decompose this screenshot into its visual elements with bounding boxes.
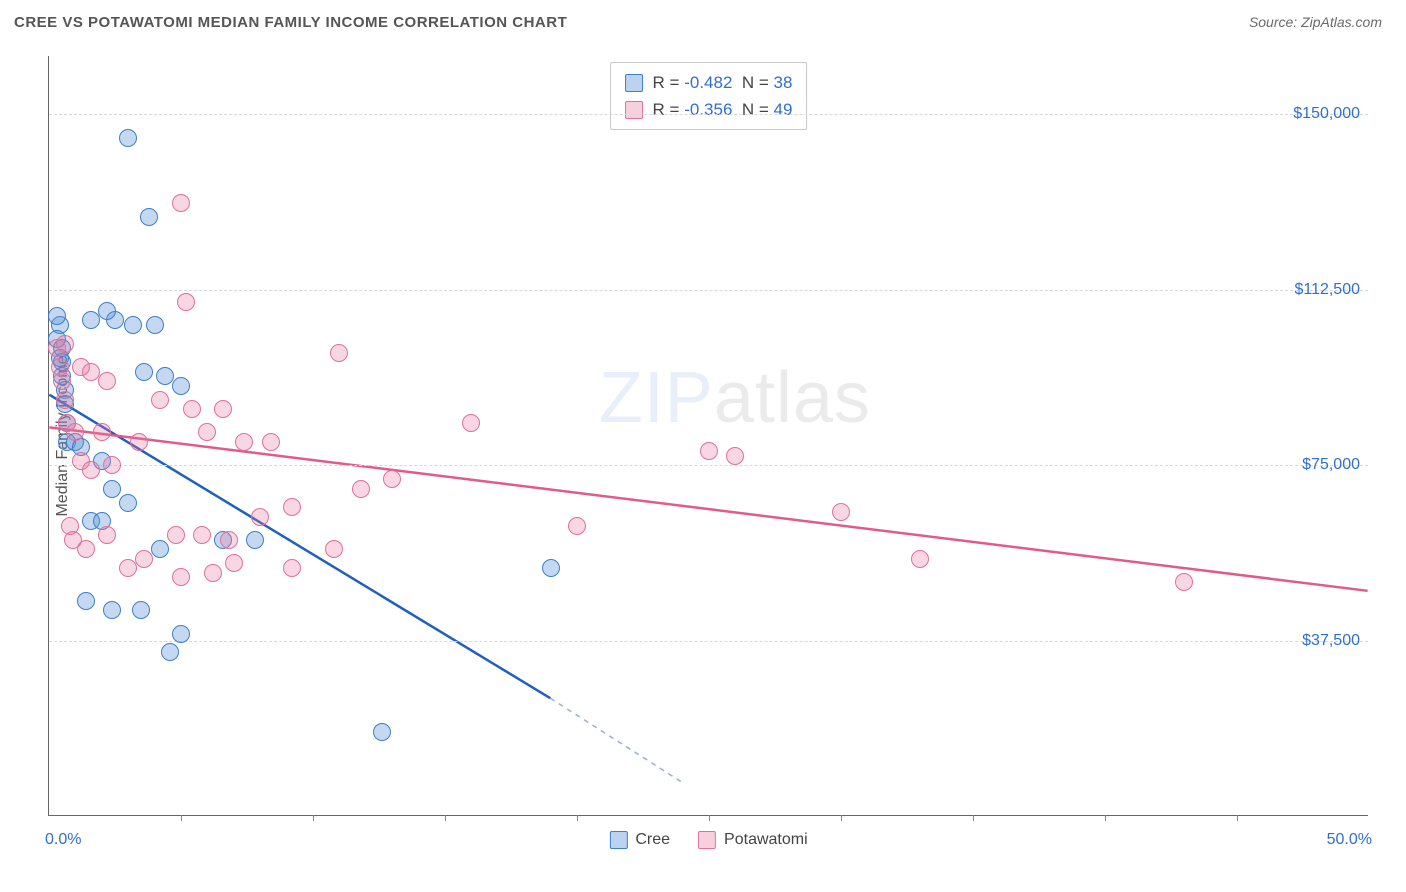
y-tick-label: $112,500 — [1294, 281, 1360, 299]
data-point-potawatomi — [53, 372, 71, 390]
data-point-potawatomi — [193, 526, 211, 544]
data-point-potawatomi — [462, 414, 480, 432]
correlation-row-potawatomi: R = -0.356 N = 49 — [625, 96, 793, 123]
data-point-potawatomi — [225, 554, 243, 572]
data-point-potawatomi — [832, 503, 850, 521]
data-point-potawatomi — [726, 447, 744, 465]
data-point-cree — [119, 129, 137, 147]
data-point-potawatomi — [56, 335, 74, 353]
correlation-legend: R = -0.482 N = 38 R = -0.356 N = 49 — [610, 62, 808, 130]
x-tick — [709, 815, 710, 821]
data-point-cree — [172, 377, 190, 395]
data-point-potawatomi — [98, 372, 116, 390]
data-point-potawatomi — [283, 559, 301, 577]
source-credit: Source: ZipAtlas.com — [1249, 14, 1382, 30]
data-point-potawatomi — [204, 564, 222, 582]
plot-area: Median Family Income ZIPatlas R = -0.482… — [48, 56, 1368, 816]
y-tick-label: $37,500 — [1302, 632, 1360, 650]
data-point-potawatomi — [56, 391, 74, 409]
data-point-potawatomi — [700, 442, 718, 460]
data-point-cree — [48, 307, 66, 325]
swatch-icon — [698, 831, 716, 849]
x-tick — [577, 815, 578, 821]
x-tick — [841, 815, 842, 821]
data-point-cree — [140, 208, 158, 226]
data-point-potawatomi — [325, 540, 343, 558]
gridline — [49, 290, 1368, 291]
x-tick-max: 50.0% — [1327, 831, 1372, 849]
data-point-potawatomi — [82, 461, 100, 479]
data-point-potawatomi — [352, 480, 370, 498]
data-point-potawatomi — [330, 344, 348, 362]
data-point-cree — [172, 625, 190, 643]
gridline — [49, 465, 1368, 466]
data-point-potawatomi — [383, 470, 401, 488]
data-point-potawatomi — [1175, 573, 1193, 591]
data-point-cree — [373, 723, 391, 741]
gridline — [49, 641, 1368, 642]
y-tick-label: $75,000 — [1302, 456, 1360, 474]
data-point-potawatomi — [167, 526, 185, 544]
y-tick-label: $150,000 — [1293, 105, 1360, 123]
data-point-potawatomi — [262, 433, 280, 451]
x-tick-min: 0.0% — [45, 831, 81, 849]
data-point-potawatomi — [183, 400, 201, 418]
data-point-potawatomi — [135, 550, 153, 568]
x-tick — [181, 815, 182, 821]
data-point-potawatomi — [151, 391, 169, 409]
data-point-cree — [542, 559, 560, 577]
data-point-potawatomi — [220, 531, 238, 549]
watermark: ZIPatlas — [599, 357, 871, 439]
data-point-potawatomi — [172, 194, 190, 212]
x-tick — [313, 815, 314, 821]
swatch-cree — [625, 74, 643, 92]
swatch-icon — [609, 831, 627, 849]
x-tick — [973, 815, 974, 821]
data-point-cree — [119, 494, 137, 512]
correlation-row-cree: R = -0.482 N = 38 — [625, 69, 793, 96]
data-point-potawatomi — [119, 559, 137, 577]
data-point-potawatomi — [911, 550, 929, 568]
data-point-potawatomi — [198, 423, 216, 441]
data-point-potawatomi — [58, 414, 76, 432]
data-point-cree — [135, 363, 153, 381]
gridline — [49, 114, 1368, 115]
data-point-cree — [132, 601, 150, 619]
trendline-ext-cree — [550, 698, 682, 782]
legend-item-potawatomi: Potawatomi — [698, 831, 808, 849]
data-point-potawatomi — [98, 526, 116, 544]
data-point-cree — [98, 302, 116, 320]
data-point-cree — [146, 316, 164, 334]
data-point-potawatomi — [568, 517, 586, 535]
legend-item-cree: Cree — [609, 831, 670, 849]
data-point-cree — [103, 480, 121, 498]
x-tick — [1237, 815, 1238, 821]
data-point-potawatomi — [64, 531, 82, 549]
data-point-cree — [124, 316, 142, 334]
data-point-potawatomi — [214, 400, 232, 418]
data-point-cree — [77, 592, 95, 610]
x-tick — [1105, 815, 1106, 821]
data-point-potawatomi — [235, 433, 253, 451]
x-tick — [445, 815, 446, 821]
data-point-potawatomi — [172, 568, 190, 586]
series-legend: Cree Potawatomi — [609, 831, 807, 849]
data-point-cree — [151, 540, 169, 558]
chart-title: CREE VS POTAWATOMI MEDIAN FAMILY INCOME … — [14, 14, 567, 31]
data-point-cree — [246, 531, 264, 549]
data-point-cree — [82, 311, 100, 329]
data-point-potawatomi — [93, 423, 111, 441]
trendline-cree — [49, 395, 550, 699]
swatch-potawatomi — [625, 101, 643, 119]
data-point-potawatomi — [130, 433, 148, 451]
data-point-potawatomi — [251, 508, 269, 526]
data-point-potawatomi — [177, 293, 195, 311]
data-point-potawatomi — [103, 456, 121, 474]
data-point-cree — [161, 643, 179, 661]
data-point-cree — [103, 601, 121, 619]
data-point-potawatomi — [283, 498, 301, 516]
